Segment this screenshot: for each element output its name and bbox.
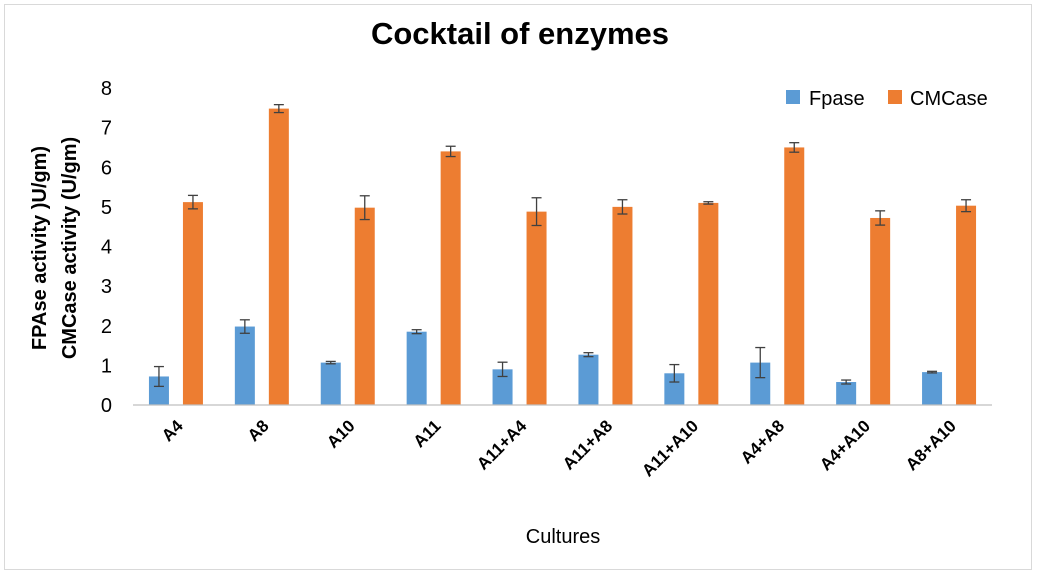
bar-fpase-a4-a8 xyxy=(750,362,771,405)
error-bar-fpase-a11 xyxy=(411,329,422,335)
bar-fpase-a4-a10 xyxy=(836,382,857,405)
error-bar-fpase-a4-a10 xyxy=(841,379,852,385)
bar-cmcase-a4-a10 xyxy=(870,217,891,405)
y-axis-title-line-1: FPAse activity )U/gm) xyxy=(29,146,51,350)
bar-fpase-a11-a8 xyxy=(578,354,599,405)
bar-fpase-a8 xyxy=(234,326,255,405)
y-tick-label: 1 xyxy=(101,355,112,377)
y-tick-label: 8 xyxy=(101,78,112,100)
error-bar-cmcase-a4-a8 xyxy=(789,142,800,153)
bar-cmcase-a4-a8 xyxy=(784,147,805,405)
x-axis-ticks: A4 A8 A10 A11 A11+A4 A11+A8 A11+A10 A4+A8 A4+A10… xyxy=(158,416,960,480)
legend-swatch-cmcase xyxy=(888,90,902,104)
bar-cmcase-a4 xyxy=(182,202,203,405)
y-tick-label: 5 xyxy=(101,197,112,219)
bar-cmcase-a8 xyxy=(268,108,289,405)
chart-frame xyxy=(4,4,1032,570)
bar-cmcase-a8-a10 xyxy=(956,205,977,405)
bar-cmcase-a11 xyxy=(440,151,461,405)
error-bar-fpase-a8-a10 xyxy=(927,370,938,374)
error-bar-cmcase-a11 xyxy=(445,145,456,158)
bar-cmcase-a11-a4 xyxy=(526,211,547,405)
y-axis-title-line-2: CMCase activity (U/gm) xyxy=(59,137,81,359)
y-axis-title: FPAse activity )U/gm) CMCase activity (U… xyxy=(29,137,81,359)
error-bar-fpase-a11-a8 xyxy=(583,352,594,358)
bar-fpase-a10 xyxy=(320,362,341,405)
x-tick-label: A11+A4 xyxy=(473,416,531,474)
error-bar-cmcase-a11-a8 xyxy=(617,199,628,215)
legend-swatch-fpase xyxy=(786,90,800,104)
error-bar-fpase-a8 xyxy=(239,319,250,334)
bar-fpase-a11-a4 xyxy=(492,369,513,405)
x-tick-label: A10 xyxy=(323,416,358,451)
error-bar-cmcase-a4-a10 xyxy=(875,210,886,226)
error-bar-cmcase-a4 xyxy=(187,194,198,210)
bars xyxy=(148,108,977,405)
error-bar-cmcase-a11-a4 xyxy=(531,197,542,227)
x-tick-label: A11+A10 xyxy=(638,416,702,480)
y-tick-label: 0 xyxy=(101,395,112,417)
bar-cmcase-a10 xyxy=(354,207,375,405)
y-axis-ticks: 0 1 2 3 4 5 6 7 8 xyxy=(101,78,112,417)
legend-label-fpase: Fpase xyxy=(809,88,865,110)
error-bar-fpase-a4-a8 xyxy=(755,346,766,379)
x-tick-label: A4+A8 xyxy=(737,416,788,467)
y-tick-label: 6 xyxy=(101,157,112,179)
legend-label-cmcase: CMCase xyxy=(910,88,988,110)
x-tick-label: A4 xyxy=(158,416,187,445)
error-bar-fpase-a10 xyxy=(325,360,336,365)
y-tick-label: 7 xyxy=(101,118,112,140)
error-bars xyxy=(153,103,972,388)
error-bar-cmcase-a10 xyxy=(359,195,370,221)
x-tick-label: A8+A10 xyxy=(902,416,960,474)
x-tick-label: A11+A8 xyxy=(559,416,616,473)
chart-title: Cocktail of enzymes xyxy=(371,16,669,51)
error-bar-cmcase-a8-a10 xyxy=(961,199,972,213)
bar-fpase-a11 xyxy=(406,331,427,405)
y-tick-label: 3 xyxy=(101,276,112,298)
legend: Fpase CMCase xyxy=(786,88,988,110)
error-bar-cmcase-a8 xyxy=(273,103,284,114)
bar-cmcase-a11-a10 xyxy=(698,202,719,405)
error-bar-fpase-a4 xyxy=(153,365,164,388)
error-bar-fpase-a11-a4 xyxy=(497,361,508,378)
bar-fpase-a8-a10 xyxy=(922,372,943,405)
x-tick-label: A4+A10 xyxy=(816,416,874,474)
error-bar-fpase-a11-a10 xyxy=(669,363,680,383)
x-axis-title: Cultures xyxy=(526,526,600,548)
error-bar-cmcase-a11-a10 xyxy=(703,201,714,205)
x-tick-label: A11 xyxy=(410,416,445,451)
y-tick-label: 2 xyxy=(101,316,112,338)
bar-cmcase-a11-a8 xyxy=(612,206,633,405)
bar-fpase-a4 xyxy=(148,376,169,405)
bar-fpase-a11-a10 xyxy=(664,373,685,405)
x-tick-label: A8 xyxy=(244,416,273,445)
y-tick-label: 4 xyxy=(101,237,112,259)
